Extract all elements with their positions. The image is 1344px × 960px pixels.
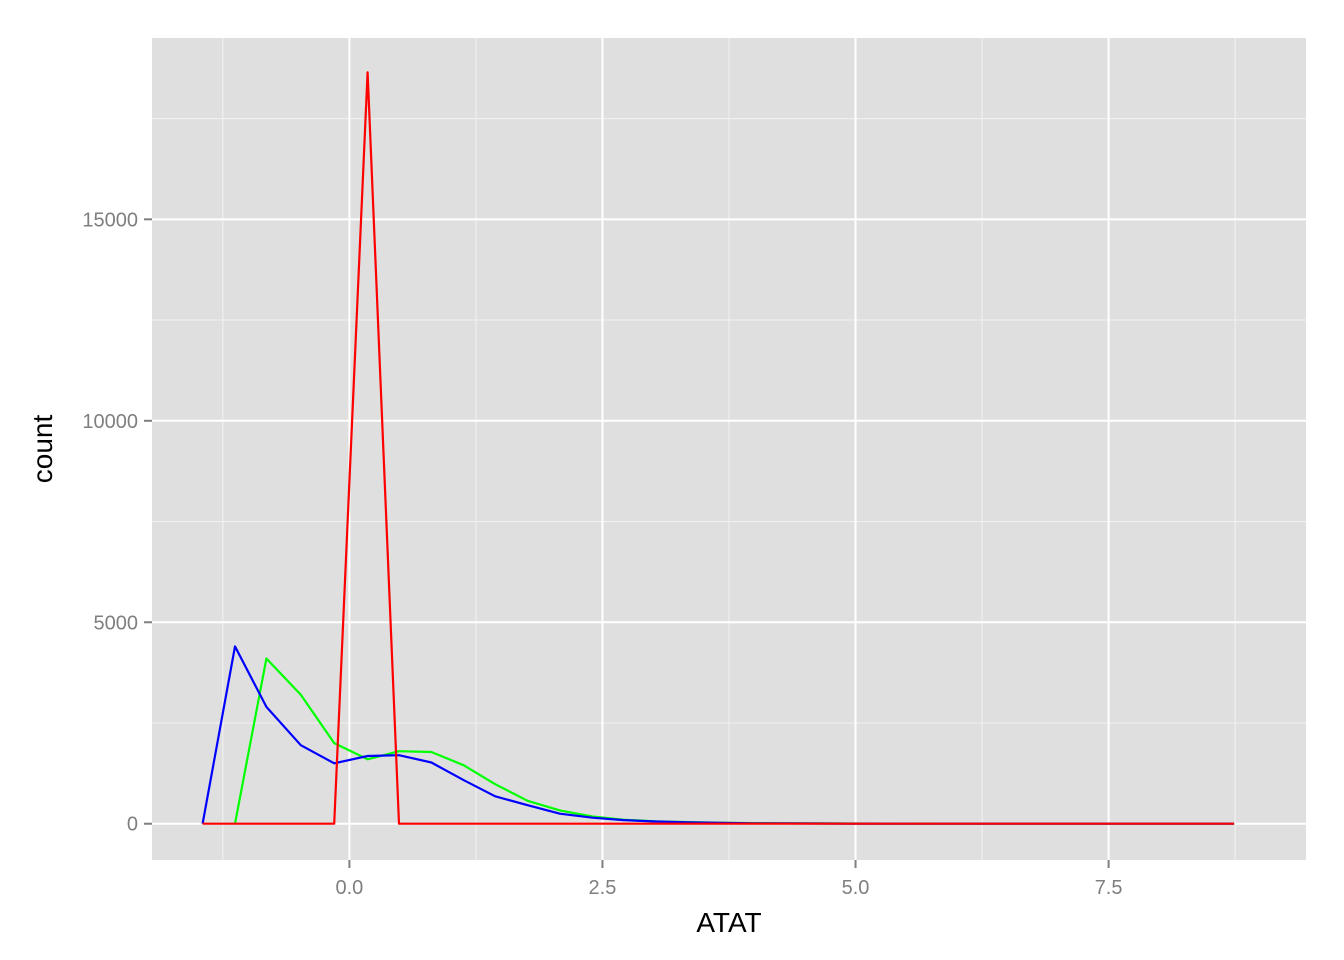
series-layer (201, 71, 1235, 825)
series-line-red (202, 71, 1235, 825)
x-tick-label: 2.5 (589, 877, 617, 899)
minor-gridlines (152, 38, 1306, 860)
y-tick-label: 5000 (94, 612, 139, 634)
x-tick-label: 5.0 (842, 877, 870, 899)
y-tick-label: 10000 (82, 411, 138, 433)
x-axis: 0.0 2.5 5.0 7.5 (335, 860, 1123, 899)
y-axis: 0 5000 10000 15000 (82, 209, 152, 836)
y-axis-title: count (27, 415, 58, 484)
x-tick-label: 0.0 (335, 877, 363, 899)
y-tick-label: 0 (127, 814, 138, 836)
y-tick-label: 15000 (82, 209, 138, 231)
x-tick-label: 7.5 (1095, 877, 1123, 899)
x-axis-title: ATAT (696, 907, 761, 938)
